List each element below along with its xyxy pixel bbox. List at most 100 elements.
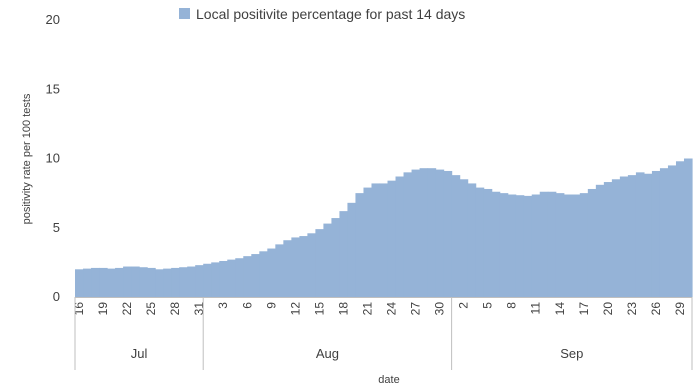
area-point: [587, 188, 597, 297]
area-point: [579, 193, 589, 298]
month-label: Sep: [560, 346, 583, 361]
area-point: [219, 260, 228, 297]
x-tick-label: 6: [240, 302, 254, 309]
x-tick-label: 20: [601, 302, 615, 316]
month-label: Jul: [131, 346, 148, 361]
y-axis: 0 5 10 15 20: [46, 12, 60, 304]
area-point: [459, 179, 469, 297]
area-point: [307, 233, 316, 297]
area-point: [411, 169, 421, 297]
area-point: [627, 175, 637, 297]
area-point: [451, 175, 461, 297]
x-tick-label: 3: [216, 302, 230, 309]
area-point: [291, 237, 300, 297]
area-point: [147, 267, 156, 297]
x-tick-label: 8: [505, 302, 519, 309]
area-point: [595, 184, 605, 297]
area-point: [507, 194, 517, 297]
x-tick-label: 23: [625, 302, 639, 316]
area-point: [675, 161, 685, 297]
x-tick-label: 18: [336, 302, 350, 316]
area-point: [683, 158, 693, 297]
area-point: [251, 254, 260, 297]
area-point: [619, 176, 629, 297]
area-point: [139, 267, 148, 297]
area-layer: [75, 158, 693, 298]
area-point: [651, 170, 661, 297]
area-point: [443, 170, 453, 297]
x-tick-label: 14: [553, 302, 567, 316]
area-point: [163, 268, 172, 297]
area-point: [83, 268, 92, 297]
area-point: [211, 262, 220, 298]
area-point: [315, 229, 324, 297]
area-point: [99, 267, 108, 297]
x-tick-label: 22: [120, 302, 134, 316]
x-tick-label: 17: [577, 302, 591, 316]
x-tick-label: 5: [481, 302, 495, 309]
area-point: [419, 168, 429, 297]
area-point: [243, 256, 252, 297]
area-point: [259, 251, 268, 297]
area-point: [379, 183, 389, 297]
area-point: [387, 180, 397, 297]
area-point: [523, 195, 533, 297]
area-point: [115, 267, 124, 297]
area-point: [395, 176, 405, 297]
area-point: [363, 187, 373, 297]
y-axis-title: positivity rate per 100 tests: [21, 93, 33, 224]
area-point: [227, 259, 236, 297]
area-point: [107, 268, 116, 297]
area-point: [611, 179, 621, 297]
month-label: Aug: [316, 346, 339, 361]
x-tick-label: 27: [409, 302, 423, 316]
area-point: [475, 187, 485, 297]
x-tick-label: 24: [385, 302, 399, 316]
y-tick-label: 5: [53, 220, 60, 235]
area-point: [323, 223, 333, 297]
area-point: [667, 165, 677, 297]
area-point: [355, 193, 365, 298]
area-point: [275, 244, 284, 297]
x-tick-label: 12: [288, 302, 302, 316]
area-point: [155, 269, 164, 297]
y-tick-label: 20: [46, 12, 60, 27]
area-point: [539, 191, 549, 297]
area-point: [195, 265, 204, 297]
area-point: [555, 193, 565, 298]
area-point: [563, 194, 573, 297]
x-axis: 16 19 22 25 28 31 3 6 9 12 15 18 21 24 27 30 2 5 8 11 14 17 20…: [72, 297, 693, 370]
y-tick-label: 15: [46, 81, 60, 96]
area-point: [299, 236, 308, 297]
area-point: [483, 188, 493, 297]
legend: Local positivite percentage for past 14 …: [179, 6, 465, 22]
area-point: [347, 202, 357, 297]
area-point: [467, 183, 477, 297]
x-tick-label: 31: [192, 302, 206, 316]
legend-label: Local positivite percentage for past 14 …: [196, 6, 465, 22]
area-point: [187, 266, 196, 297]
area-point: [531, 194, 541, 297]
area-point: [91, 267, 100, 297]
x-tick-label: 21: [361, 302, 375, 316]
area-point: [283, 240, 292, 297]
x-tick-label: 9: [264, 302, 278, 309]
x-tick-label: 2: [457, 302, 471, 309]
y-tick-label: 10: [46, 151, 60, 166]
x-tick-label: 26: [649, 302, 663, 316]
area-point: [491, 191, 501, 297]
area-point: [131, 266, 140, 297]
area-point: [371, 183, 381, 297]
legend-swatch: [179, 8, 190, 19]
x-tick-label: 19: [96, 302, 110, 316]
area-point: [643, 173, 653, 297]
area-point: [427, 168, 437, 297]
area-point: [571, 194, 581, 297]
y-tick-label: 0: [53, 289, 60, 304]
area-point: [75, 269, 84, 297]
x-tick-label: 25: [144, 302, 158, 316]
x-axis-title: date: [378, 374, 399, 386]
area-point: [515, 195, 525, 297]
area-point: [171, 267, 180, 297]
